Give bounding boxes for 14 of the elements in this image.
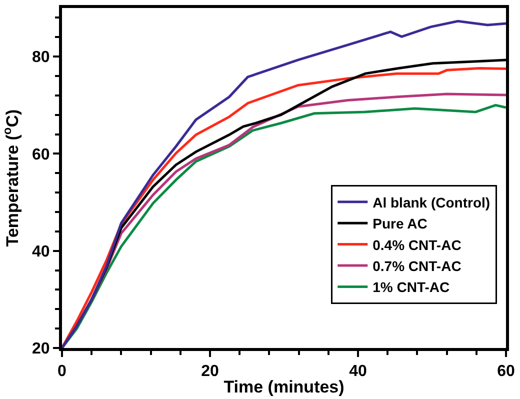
- x-tick-label: 60: [497, 363, 515, 380]
- legend-label: 0.7% CNT-AC: [372, 258, 462, 274]
- y-tick-label: 20: [32, 340, 50, 358]
- legend-label: Al blank (Control): [372, 194, 490, 210]
- x-tick-label: 20: [201, 363, 219, 380]
- y-tick-label: 80: [32, 49, 50, 66]
- legend-label: 0.4% CNT-AC: [372, 236, 462, 253]
- y-tick-label: 60: [32, 146, 50, 164]
- legend-label: 1% CNT-AC: [372, 279, 450, 296]
- x-tick-label: 40: [349, 363, 367, 380]
- x-axis-title: Time (minutes): [224, 378, 344, 397]
- y-tick-label: 40: [32, 243, 50, 260]
- legend-label: Pure AC: [372, 216, 428, 232]
- x-tick-label: 0: [58, 363, 67, 380]
